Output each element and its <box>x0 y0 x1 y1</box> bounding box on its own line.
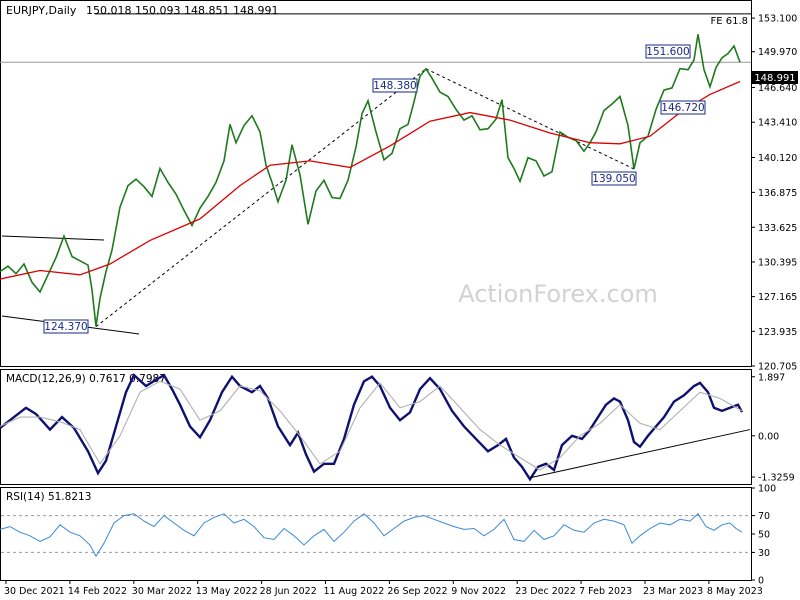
fe-label: FE 61.8 <box>710 16 748 27</box>
macd-y-axis: 1.897 0.00 -1.3259 <box>751 372 795 484</box>
macd-trendline <box>529 429 751 479</box>
y-tick-label: 136.875 <box>758 188 797 199</box>
y-tick-label: 123.935 <box>758 327 797 338</box>
last-price-badge <box>752 71 798 84</box>
y-tick-label: -1.3259 <box>758 473 795 484</box>
last-price-text: 148.991 <box>754 73 795 84</box>
x-tick-label: 8 May 2023 <box>707 586 763 597</box>
annotation-label: 148.380 <box>373 80 416 92</box>
rsi-lines <box>0 513 751 558</box>
y-tick-label: 70 <box>758 511 770 522</box>
x-tick-label: 7 Feb 2023 <box>579 586 632 597</box>
x-tick-label: 23 Dec 2022 <box>515 586 576 597</box>
rsi-y-axis: 100 70 50 30 0 <box>751 484 776 587</box>
annotation-box <box>645 44 691 59</box>
y-tick-label: 143.410 <box>758 118 797 129</box>
annotation-box <box>660 100 706 115</box>
price-annotations: 148.380 151.600 146.720 139.050 124.370 <box>43 44 706 334</box>
x-tick-label: 13 May 2022 <box>196 586 258 597</box>
macd-label: MACD(12,26,9) 0.7617 0.7987 <box>6 373 166 385</box>
y-tick-label: 0.00 <box>758 431 779 442</box>
y-tick-label: 50 <box>758 530 770 541</box>
rsi-label: RSI(14) 51.8213 <box>6 491 91 503</box>
y-tick-label: 149.970 <box>758 47 797 58</box>
y-tick-label: 153.100 <box>758 14 797 25</box>
y-tick-label: 127.165 <box>758 292 797 303</box>
x-tick-label: 9 Nov 2022 <box>451 586 506 597</box>
x-tick-label: 11 Aug 2022 <box>324 586 385 597</box>
ohlc-values: 150.018 150.093 148.851 148.991 <box>86 4 278 17</box>
y-tick-label: 120.705 <box>758 362 797 373</box>
x-tick-label: 14 Feb 2022 <box>68 586 127 597</box>
series-price <box>0 34 741 327</box>
series-macd <box>0 373 744 482</box>
annotation-label: 139.050 <box>592 173 635 185</box>
x-tick-label: 26 Sep 2022 <box>387 586 447 597</box>
instrument-label: EURJPY,Daily <box>6 4 77 17</box>
rsi-panel-frame <box>0 487 752 581</box>
y-tick-label: 140.120 <box>758 153 797 164</box>
y-tick-label: 130.395 <box>758 257 797 268</box>
x-tick-label: 28 Jun 2022 <box>260 586 317 597</box>
annotation-box <box>43 319 89 334</box>
series-rsi <box>0 513 743 558</box>
macd-lines <box>0 373 751 482</box>
watermark: ActionForex.com <box>458 280 658 308</box>
annotation-label: 124.370 <box>44 321 87 333</box>
macd-panel-frame <box>0 369 752 485</box>
y-tick-label: 133.625 <box>758 223 797 234</box>
series-ma <box>0 80 741 280</box>
price-panel-frame <box>0 0 752 367</box>
x-axis: 30 Dec 2021 14 Feb 2022 30 Mar 2022 13 May … <box>4 580 763 597</box>
dashed-rally-line <box>95 68 427 328</box>
y-tick-label: 0 <box>758 576 764 587</box>
y-tick-label: 1.897 <box>758 372 785 383</box>
x-tick-label: 30 Mar 2022 <box>132 586 192 597</box>
annotation-label: 151.600 <box>646 46 689 58</box>
x-tick-label: 23 Mar 2023 <box>643 586 703 597</box>
annotation-box <box>591 171 637 186</box>
series-signal <box>0 380 743 471</box>
x-tick-label: 30 Dec 2021 <box>4 586 65 597</box>
dashed-decline-line <box>425 68 635 170</box>
price-y-axis: 153.100 149.970 146.640 143.410 140.120 136.8… <box>751 14 797 373</box>
resistance-line <box>1 235 105 241</box>
annotation-box <box>372 78 418 93</box>
y-tick-label: 146.640 <box>758 83 797 94</box>
annotation-label: 146.720 <box>661 102 704 114</box>
y-tick-label: 100 <box>758 484 776 495</box>
y-tick-label: 30 <box>758 548 770 559</box>
